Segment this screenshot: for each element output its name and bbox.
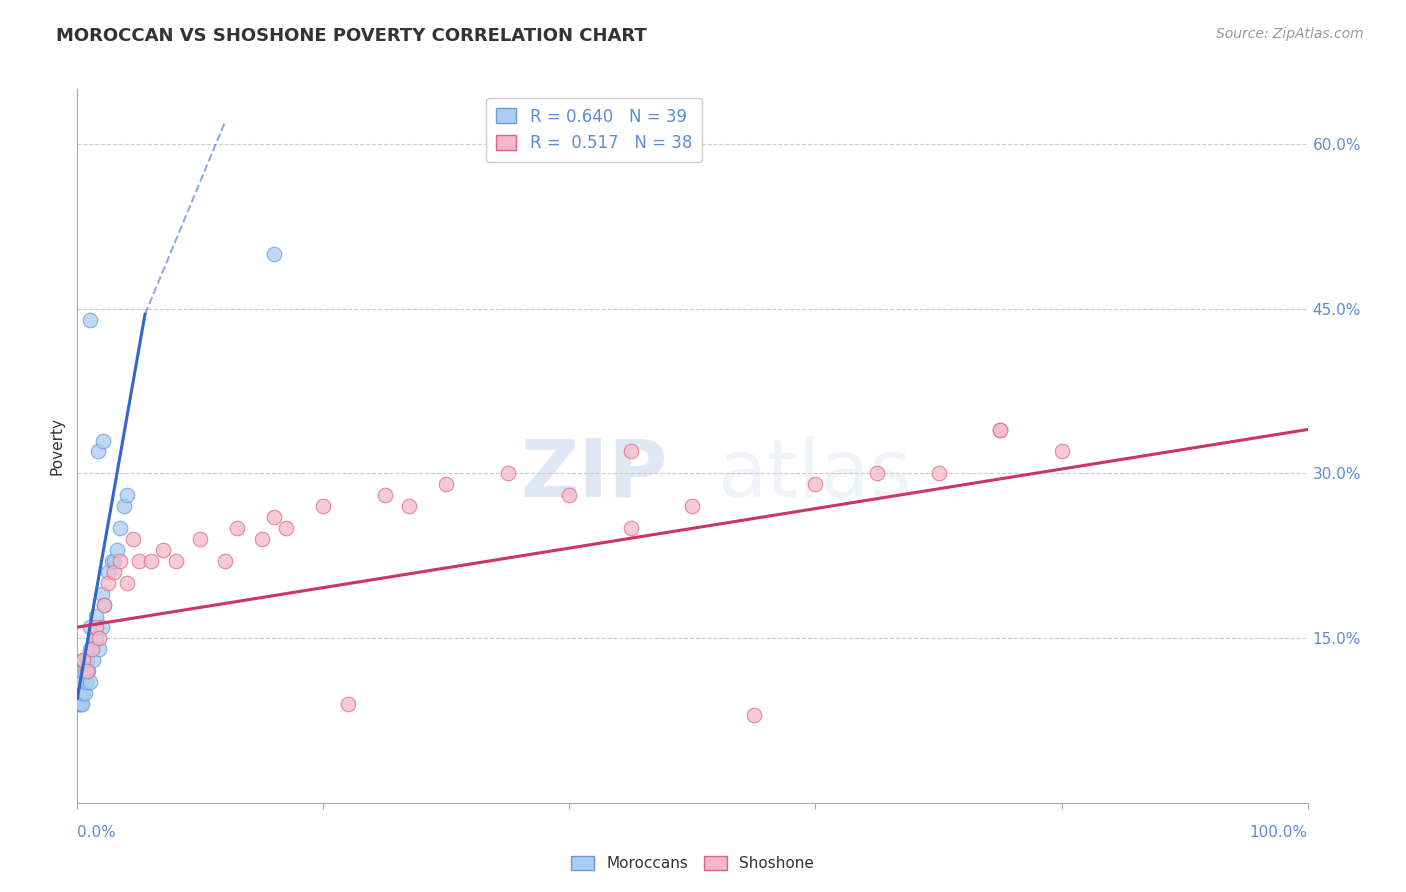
Point <box>226 521 249 535</box>
Point <box>101 554 124 568</box>
Point <box>90 587 114 601</box>
Point <box>91 434 114 448</box>
Point <box>620 521 643 535</box>
Point <box>72 686 94 700</box>
Point <box>988 423 1011 437</box>
Text: 100.0%: 100.0% <box>1250 825 1308 840</box>
Point <box>742 708 765 723</box>
Point <box>75 675 97 690</box>
Point <box>93 598 115 612</box>
Point <box>70 697 93 711</box>
Text: ZIP: ZIP <box>520 435 668 514</box>
Legend: Moroccans, Shoshone: Moroccans, Shoshone <box>565 850 820 877</box>
Point <box>69 686 91 700</box>
Point <box>82 642 104 657</box>
Point <box>558 488 581 502</box>
Text: 0.0%: 0.0% <box>77 825 117 840</box>
Point <box>115 576 138 591</box>
Point <box>90 620 114 634</box>
Point <box>337 697 360 711</box>
Point <box>67 686 90 700</box>
Point <box>82 653 104 667</box>
Point <box>620 444 643 458</box>
Point <box>398 500 420 514</box>
Point <box>76 664 98 678</box>
Point <box>84 620 107 634</box>
Point <box>70 697 93 711</box>
Point <box>97 566 120 580</box>
Point <box>70 675 93 690</box>
Point <box>77 664 100 678</box>
Point <box>190 533 212 547</box>
Point <box>89 631 111 645</box>
Point <box>112 500 135 514</box>
Point <box>866 467 889 481</box>
Point <box>103 566 125 580</box>
Point <box>89 642 111 657</box>
Point <box>496 467 519 481</box>
Point <box>141 554 163 568</box>
Point <box>97 576 120 591</box>
Point <box>1050 444 1073 458</box>
Point <box>79 620 101 634</box>
Point <box>165 554 187 568</box>
Point <box>70 664 93 678</box>
Point <box>72 653 94 667</box>
Point <box>76 653 98 667</box>
Point <box>263 247 285 261</box>
Point <box>312 500 335 514</box>
Point <box>804 477 827 491</box>
Point <box>79 642 101 657</box>
Point <box>374 488 396 502</box>
Point <box>84 609 107 624</box>
Point <box>70 686 93 700</box>
Point <box>69 697 91 711</box>
Y-axis label: Poverty: Poverty <box>49 417 65 475</box>
Point <box>152 543 174 558</box>
Point <box>79 675 101 690</box>
Point <box>115 488 138 502</box>
Point <box>87 444 110 458</box>
Text: Source: ZipAtlas.com: Source: ZipAtlas.com <box>1216 27 1364 41</box>
Point <box>110 521 132 535</box>
Point <box>214 554 236 568</box>
Point <box>250 533 273 547</box>
Text: MOROCCAN VS SHOSHONE POVERTY CORRELATION CHART: MOROCCAN VS SHOSHONE POVERTY CORRELATION… <box>56 27 647 45</box>
Point <box>103 554 125 568</box>
Point <box>276 521 298 535</box>
Point <box>79 312 101 326</box>
Point <box>110 554 132 568</box>
Point <box>93 598 115 612</box>
Point <box>73 686 96 700</box>
Point <box>73 664 96 678</box>
Point <box>263 510 285 524</box>
Point <box>128 554 150 568</box>
Point <box>928 467 950 481</box>
Point <box>436 477 458 491</box>
Point <box>82 642 104 657</box>
Point <box>988 423 1011 437</box>
Point <box>84 631 107 645</box>
Point <box>69 675 91 690</box>
Point <box>72 653 94 667</box>
Text: atlas: atlas <box>717 435 911 514</box>
Point <box>682 500 704 514</box>
Point <box>121 533 143 547</box>
Point <box>67 697 90 711</box>
Point <box>105 543 128 558</box>
